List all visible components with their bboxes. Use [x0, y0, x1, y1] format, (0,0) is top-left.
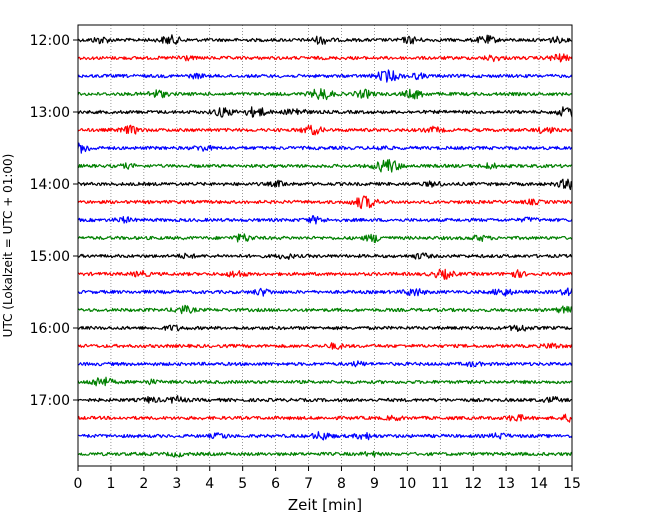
trace-line	[77, 124, 573, 136]
x-tick-label: 9	[370, 476, 379, 492]
x-axis-ticks: 0 1 2 3 4 5 6 7 8 9 10 11 12 13 14 15	[74, 466, 581, 492]
trace-line	[77, 53, 573, 63]
trace-line	[77, 431, 573, 441]
y-tick-label: 12:00	[30, 33, 70, 49]
trace-line	[77, 268, 573, 280]
trace-line	[77, 252, 573, 260]
trace-line	[77, 88, 573, 101]
x-tick-label: 4	[205, 476, 214, 492]
x-tick-label: 1	[106, 476, 115, 492]
trace-line	[77, 215, 573, 225]
x-tick-label: 6	[271, 476, 280, 492]
trace-line	[77, 178, 573, 191]
plot-frame	[77, 24, 573, 467]
x-tick-label: 5	[238, 476, 247, 492]
x-tick-label: 12	[464, 476, 482, 492]
x-tick-label: 0	[74, 476, 83, 492]
y-tick-label: 13:00	[30, 105, 70, 121]
trace-line	[77, 195, 573, 210]
x-tick-label: 11	[431, 476, 449, 492]
x-tick-label: 15	[563, 476, 581, 492]
x-tick-label: 14	[530, 476, 548, 492]
trace-line	[77, 69, 573, 83]
x-tick-label: 2	[139, 476, 148, 492]
x-tick-label: 10	[398, 476, 416, 492]
y-tick-label: 15:00	[30, 249, 70, 265]
trace-line	[77, 360, 573, 368]
x-tick-label: 13	[497, 476, 515, 492]
y-axis-ticks: 12:00 13:00 14:00 15:00 16:00 17:00	[30, 33, 78, 409]
y-tick-label: 14:00	[30, 177, 70, 193]
trace-line	[77, 34, 573, 45]
trace-line	[77, 395, 573, 404]
x-tick-label: 8	[337, 476, 346, 492]
trace-line	[77, 342, 573, 350]
trace-line	[77, 324, 573, 332]
trace-line	[77, 287, 573, 297]
y-tick-label: 16:00	[30, 321, 70, 337]
trace-line	[77, 376, 573, 387]
trace-line	[77, 106, 573, 118]
trace-line	[77, 413, 573, 423]
x-tick-label: 7	[304, 476, 313, 492]
trace-line	[77, 450, 573, 458]
trace-line	[77, 158, 573, 173]
x-axis-label: Zeit [min]	[288, 496, 362, 514]
trace-line	[77, 142, 573, 154]
trace-group	[77, 34, 573, 458]
y-tick-label: 17:00	[30, 393, 70, 409]
trace-line	[77, 304, 573, 315]
x-tick-label: 3	[172, 476, 181, 492]
y-axis-label: UTC (Lokalzeit = UTC + 01:00)	[1, 154, 15, 338]
trace-line	[77, 233, 573, 244]
